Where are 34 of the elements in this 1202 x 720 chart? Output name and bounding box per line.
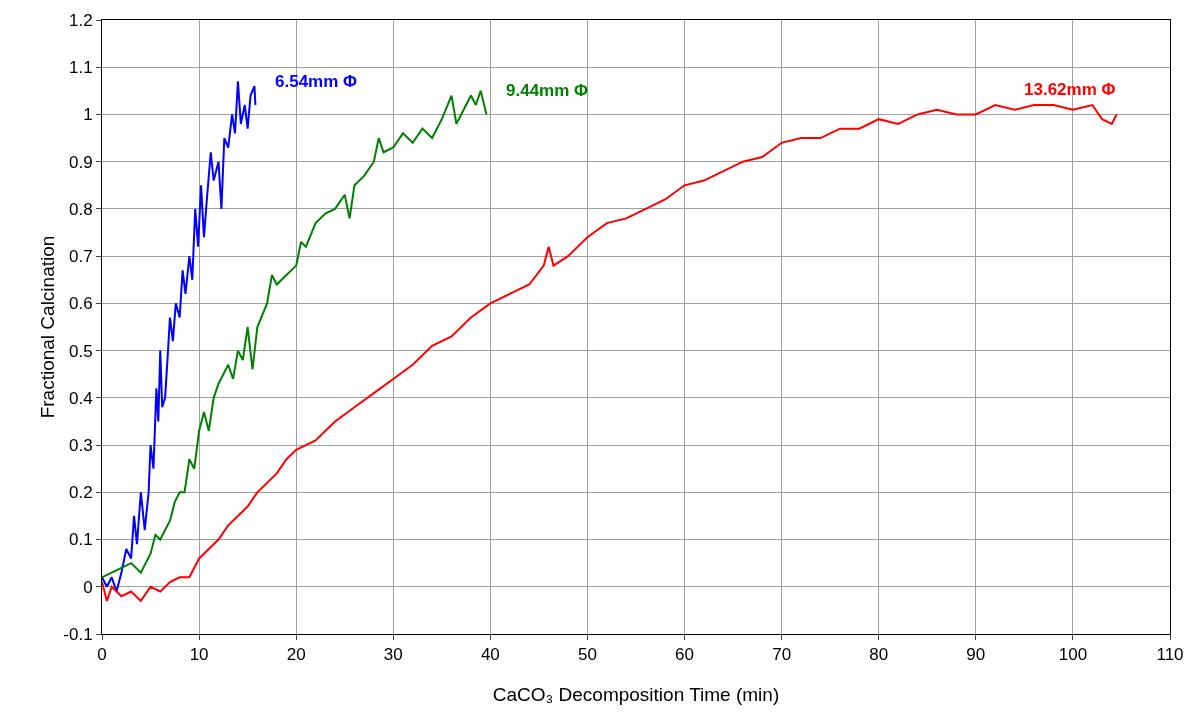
line-series bbox=[102, 89, 488, 579]
series-label: 9.44mm Φ bbox=[506, 81, 589, 100]
x-tick-label: 80 bbox=[869, 645, 889, 665]
series-label: 6.54mm Φ bbox=[275, 72, 358, 91]
y-tick-label: 1 bbox=[83, 105, 93, 125]
x-tick-label: 30 bbox=[383, 645, 403, 665]
y-tick-label: -0.1 bbox=[63, 624, 93, 644]
x-tick-label: 50 bbox=[577, 645, 597, 665]
x-tick-label: 10 bbox=[189, 645, 209, 665]
y-tick-label: 0.5 bbox=[68, 341, 93, 361]
x-tick-label: 90 bbox=[966, 645, 986, 665]
x-tick-label: 0 bbox=[97, 645, 107, 665]
series-label: 13.62mm Φ bbox=[1024, 80, 1116, 99]
y-tick-label: 0.6 bbox=[68, 294, 93, 314]
line-series bbox=[102, 80, 257, 593]
y-tick-label: 0.9 bbox=[68, 152, 93, 172]
y-tick-label: 0.4 bbox=[68, 388, 93, 408]
x-tick-label: 40 bbox=[480, 645, 500, 665]
y-tick-label: 0.3 bbox=[68, 436, 93, 456]
y-tick-label: 0.7 bbox=[68, 247, 93, 267]
y-tick-label: 0.2 bbox=[68, 483, 93, 503]
y-tick-label: 0 bbox=[83, 577, 93, 597]
x-tick-label: 100 bbox=[1058, 645, 1088, 665]
x-tick-label: 60 bbox=[675, 645, 695, 665]
y-tick-label: 1.1 bbox=[68, 58, 93, 78]
x-tick-label: 20 bbox=[286, 645, 306, 665]
y-tick-label: 0.1 bbox=[68, 530, 93, 550]
x-tick-label: 70 bbox=[772, 645, 792, 665]
y-tick-label: 1.2 bbox=[68, 10, 93, 30]
line-series bbox=[102, 104, 1118, 602]
x-tick-label: 110 bbox=[1156, 645, 1184, 665]
y-tick-label: 0.8 bbox=[68, 199, 93, 219]
y-axis-title: Fractional Calcination bbox=[37, 235, 58, 419]
x-axis-title: CaCO₃ Decomposition Time (min) bbox=[492, 684, 780, 705]
